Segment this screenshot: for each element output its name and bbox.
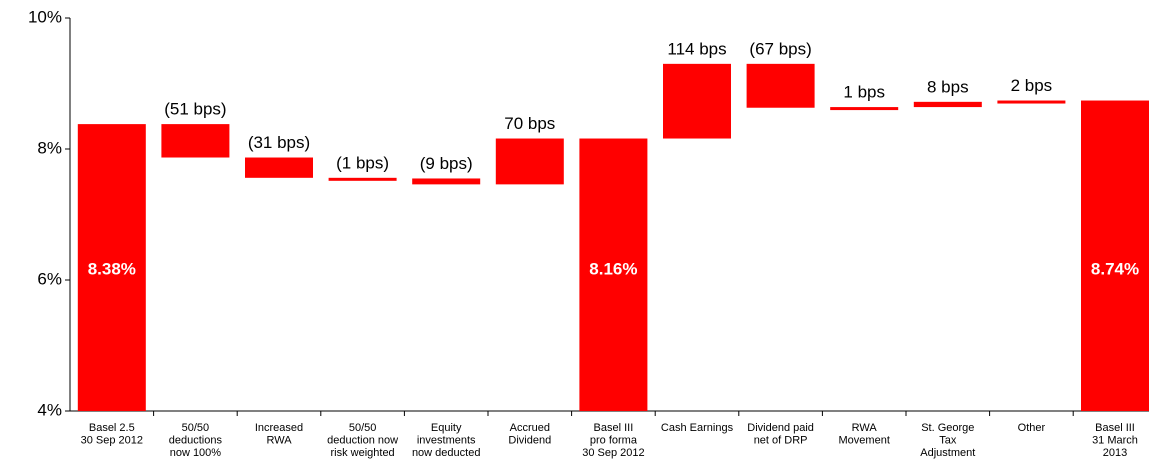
data-label: 2 bps bbox=[1011, 76, 1053, 95]
x-tick-label-line: Basel III bbox=[594, 422, 634, 434]
data-label: 8 bps bbox=[927, 77, 969, 96]
data-label: (67 bps) bbox=[749, 39, 811, 58]
x-tick-label: Dividend paid net of DRP bbox=[747, 422, 814, 447]
x-tick-label: Basel III 31 March 2013 bbox=[1092, 422, 1138, 459]
bar bbox=[245, 157, 313, 178]
x-tick-label-line: now 100% bbox=[170, 447, 222, 459]
x-tick-label-line: risk weighted bbox=[330, 447, 394, 459]
x-tick-label-line: Dividend bbox=[508, 434, 551, 446]
x-tick-label: 50/50 deduction now risk weighted bbox=[327, 422, 398, 459]
x-tick-label: St. George Tax Adjustment bbox=[920, 422, 975, 459]
x-tick-label-line: Tax bbox=[939, 434, 957, 446]
bar bbox=[579, 138, 648, 411]
data-label: 114 bps bbox=[667, 39, 726, 58]
bar bbox=[495, 138, 564, 185]
x-tick-label: Other bbox=[1018, 422, 1046, 434]
bar bbox=[663, 63, 731, 139]
x-tick-label-line: RWA bbox=[852, 422, 878, 434]
x-tick-label-line: deductions bbox=[169, 434, 223, 446]
x-tick-label: Basel 2.5 30 Sep 2012 bbox=[81, 422, 143, 447]
bar bbox=[913, 101, 982, 108]
bar bbox=[1081, 100, 1149, 411]
x-tick-label-line: Increased bbox=[255, 422, 303, 434]
x-tick-label: Basel III pro forma 30 Sep 2012 bbox=[582, 422, 644, 459]
x-tick-label-line: Dividend paid bbox=[747, 422, 814, 434]
x-tick-label-line: Equity bbox=[431, 422, 462, 434]
y-tick-label: 10% bbox=[28, 7, 62, 26]
x-tick-label: Cash Earnings bbox=[661, 422, 734, 434]
x-tick-label-line: RWA bbox=[266, 434, 292, 446]
x-tick-label-line: Basel 2.5 bbox=[89, 422, 135, 434]
x-tick-label-line: deduction now bbox=[327, 434, 398, 446]
x-tick-label: 50/50 deductions now 100% bbox=[169, 422, 223, 459]
bar bbox=[328, 177, 397, 181]
data-label: (51 bps) bbox=[164, 100, 226, 119]
data-label: (1 bps) bbox=[336, 153, 389, 172]
x-tick-label-line: 2013 bbox=[1103, 447, 1127, 459]
x-tick-label: Accrued Dividend bbox=[508, 422, 551, 447]
x-tick-label-line: St. George bbox=[921, 422, 974, 434]
bar bbox=[746, 63, 815, 108]
x-tick-label-line: now deducted bbox=[412, 447, 481, 459]
bar bbox=[412, 178, 481, 185]
x-tick-label-line: 30 Sep 2012 bbox=[81, 434, 143, 446]
bar bbox=[997, 100, 1066, 104]
bar bbox=[830, 107, 899, 111]
x-tick-label-line: investments bbox=[417, 434, 476, 446]
bar bbox=[77, 124, 146, 412]
y-tick-label: 8% bbox=[37, 138, 62, 157]
y-tick-label: 4% bbox=[37, 400, 62, 419]
x-tick-label-line: Accrued bbox=[510, 422, 550, 434]
x-tick-label-line: Other bbox=[1018, 422, 1046, 434]
x-tick-label-line: 50/50 bbox=[349, 422, 377, 434]
data-label: (9 bps) bbox=[420, 154, 473, 173]
y-tick-label: 6% bbox=[37, 269, 62, 288]
x-tick-label: Equity investments now deducted bbox=[412, 422, 481, 459]
x-tick-label: Increased RWA bbox=[255, 422, 303, 447]
total-label: 8.16% bbox=[589, 259, 637, 278]
x-tick-label-line: net of DRP bbox=[754, 434, 808, 446]
x-tick-label-line: 31 March bbox=[1092, 434, 1138, 446]
bar bbox=[161, 124, 230, 158]
x-tick-label-line: 30 Sep 2012 bbox=[582, 447, 644, 459]
data-label: 1 bps bbox=[843, 83, 885, 102]
data-label: 70 bps bbox=[504, 114, 555, 133]
total-label: 8.74% bbox=[1091, 259, 1139, 278]
x-tick-label-line: 50/50 bbox=[182, 422, 210, 434]
total-label: 8.38% bbox=[88, 259, 136, 278]
x-tick-label-line: pro forma bbox=[590, 434, 638, 446]
x-tick-label: RWA Movement bbox=[839, 422, 890, 447]
x-tick-label-line: Movement bbox=[839, 434, 890, 446]
x-tick-label-line: Basel III bbox=[1095, 422, 1135, 434]
x-tick-label-line: Adjustment bbox=[920, 447, 975, 459]
data-label: (31 bps) bbox=[248, 133, 310, 152]
x-tick-label-line: Cash Earnings bbox=[661, 422, 734, 434]
